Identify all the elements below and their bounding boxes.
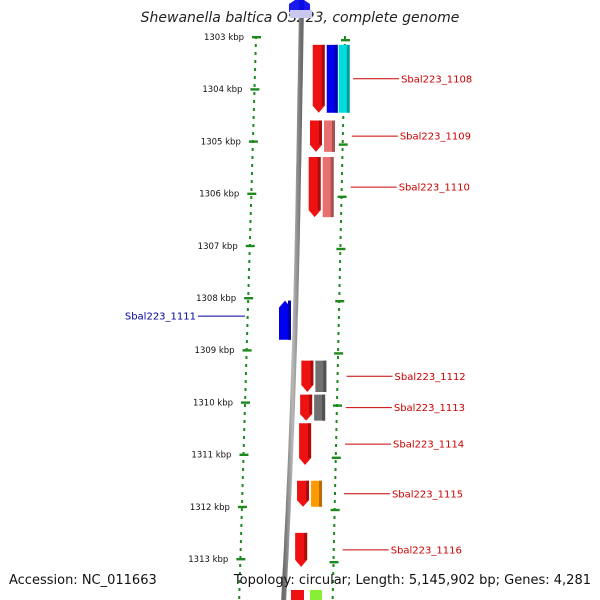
ruler-tick-label: 1310 kbp <box>193 398 233 408</box>
left-dotted-track <box>238 36 258 599</box>
ruler-tick-left <box>241 401 251 404</box>
partial-feature-top <box>289 0 310 12</box>
gene-track-shade <box>346 44 350 113</box>
ruler-tick-right <box>334 352 344 355</box>
ruler-tick-right <box>341 39 350 42</box>
ruler-tick-left <box>248 140 258 143</box>
ruler-tick-right <box>338 143 348 146</box>
gene-sbal223_1112[interactable]: Sbal223_1112 <box>301 360 466 392</box>
gene-track-shade <box>321 44 325 106</box>
ruler-tick-right <box>332 404 342 407</box>
gene-sbal223_1115[interactable]: Sbal223_1115 <box>297 480 463 507</box>
genome-backbone <box>281 0 305 600</box>
ruler-tick-label: 1313 kbp <box>188 555 228 565</box>
gene-label: Sbal223_1113 <box>394 403 465 414</box>
gene-track-shade <box>323 360 327 392</box>
ruler-ticks: 1303 kbp 1304 kbp 1305 kbp 1306 kbp 1307 kbp… <box>188 33 350 565</box>
ruler-tick-right <box>335 300 345 303</box>
gene-track-shade <box>317 157 321 211</box>
right-dotted-track <box>331 36 347 599</box>
gene-label: Sbal223_1112 <box>395 372 466 383</box>
gene-track-shade <box>334 44 338 113</box>
partial-feature-bottom-green <box>310 590 322 600</box>
ruler-tick-left <box>239 453 249 456</box>
gene-track-shade <box>310 360 314 385</box>
ruler-tick-label: 1308 kbp <box>196 294 236 304</box>
gene-label: Sbal223_1116 <box>391 545 462 556</box>
top-blue-marker <box>289 0 312 18</box>
ruler-tick-label: 1303 kbp <box>204 33 244 43</box>
ruler-tick-left <box>252 36 261 39</box>
ruler-tick-right <box>329 561 339 564</box>
ruler-tick-left <box>242 349 252 352</box>
ruler-tick-left <box>237 505 247 509</box>
gene-track-shade <box>306 480 310 501</box>
gene-label: Sbal223_1109 <box>400 132 471 143</box>
ruler-tick-label: 1307 kbp <box>198 242 238 252</box>
ruler-tick-label: 1304 kbp <box>202 85 242 95</box>
gene-label: Sbal223_1110 <box>399 183 470 194</box>
gene-label: Sbal223_1115 <box>392 489 463 500</box>
ruler-tick-left <box>244 297 254 300</box>
ruler-tick-label: 1306 kbp <box>199 190 239 200</box>
ruler-tick-label: 1311 kbp <box>191 451 231 461</box>
genome-summary-text: Topology: circular; Length: 5,145,902 bp… <box>233 573 591 588</box>
gene-sbal223_1109[interactable]: Sbal223_1109 <box>309 120 471 152</box>
ruler-tick-label: 1305 kbp <box>201 137 241 147</box>
partial-feature-top-shadow <box>290 10 312 18</box>
gene-track-shade <box>304 532 308 560</box>
gene-sbal223_1110[interactable]: Sbal223_1110 <box>308 157 470 218</box>
gene-track-shade <box>330 157 334 218</box>
ruler-tick-label: 1309 kbp <box>195 346 235 356</box>
gene-track-shade <box>309 394 313 415</box>
ruler-tick-left <box>247 192 257 195</box>
gene-sbal223_1113[interactable]: Sbal223_1113 <box>300 394 465 421</box>
gene-track-shade <box>319 480 323 507</box>
ruler-tick-left <box>250 88 260 91</box>
ruler-tick-left <box>245 244 255 248</box>
gene-track-shade <box>331 120 335 152</box>
gene-track-shade <box>288 300 291 340</box>
gene-track-shade <box>318 120 322 145</box>
gene-label: Sbal223_1114 <box>393 440 464 451</box>
bottom-partial-features <box>291 590 322 600</box>
gene-sbal223_1116[interactable]: Sbal223_1116 <box>295 532 462 567</box>
ruler-tick-left <box>236 558 246 561</box>
ruler-tick-label: 1312 kbp <box>190 503 230 513</box>
gene-label: Sbal223_1108 <box>401 74 472 85</box>
gene-sbal223_1114[interactable]: Sbal223_1114 <box>299 423 464 466</box>
ruler-tick-right <box>337 195 347 198</box>
gene-sbal223_1108[interactable]: Sbal223_1108 <box>312 44 473 113</box>
gene-sbal223_1111[interactable]: Sbal223_1111 <box>125 300 291 340</box>
ruler-tick-right <box>331 456 341 459</box>
ruler-tick-right <box>330 508 340 512</box>
partial-feature-bottom-red <box>291 590 304 600</box>
gene-label: Sbal223_1111 <box>125 312 196 323</box>
gene-features[interactable]: Sbal223_1108 Sbal223_1109 Sbal223_1110 Sbal… <box>125 44 473 567</box>
accession-text: Accession: NC_011663 <box>9 573 157 588</box>
gene-track-shade <box>322 394 326 421</box>
gene-track-shade <box>308 423 312 459</box>
ruler-tick-right <box>336 247 346 251</box>
